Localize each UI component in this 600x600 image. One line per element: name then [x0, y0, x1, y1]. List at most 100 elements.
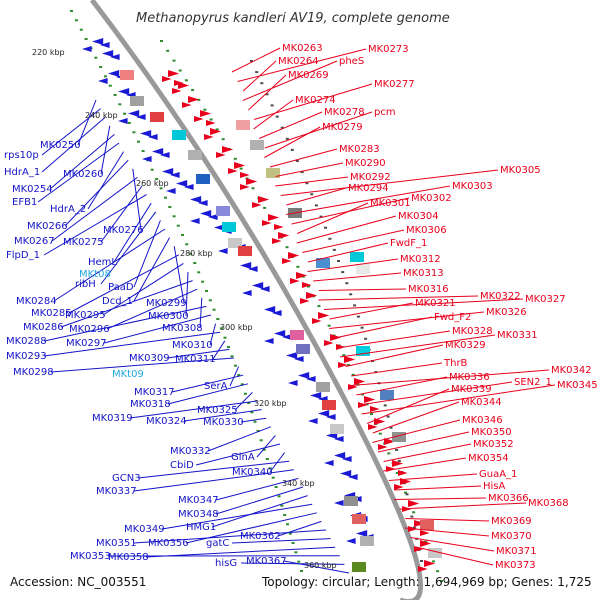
gene-label-left: MK0286	[23, 322, 64, 333]
gene-label-left: MK0351	[96, 538, 137, 549]
gene-label-left: CbiD	[170, 460, 194, 471]
gene-label-right: MK0342	[551, 365, 592, 376]
kbp-marker: 360 kbp	[304, 561, 337, 570]
kbp-marker: 300 kbp	[220, 323, 253, 332]
gene-label-right: GuaA_1	[479, 469, 517, 480]
kbp-marker: 280 kbp	[180, 249, 213, 258]
gene-label-left: SerA	[204, 381, 228, 392]
gene-label-right: MK0269	[288, 70, 329, 81]
gene-label-right: Fwd_F2	[434, 312, 471, 323]
gene-label-right: MK0373	[495, 560, 536, 571]
gene-label-left: GCN3	[112, 473, 141, 484]
gene-label-right: MK0322	[480, 291, 521, 302]
right-leader-lines	[231, 47, 556, 566]
gene-label-right: MK0294	[348, 183, 389, 194]
gene-label-left: MK0295	[65, 310, 106, 321]
gene-label-left: MK0319	[92, 413, 133, 424]
gene-label-right: MK0303	[452, 181, 493, 192]
gene-label-left: hisG	[215, 558, 237, 569]
gene-label-right: MK0312	[400, 254, 441, 265]
gene-label-left: MK0353	[70, 551, 111, 562]
gene-label-left: MK0310	[172, 340, 213, 351]
gene-label-right: MK0305	[500, 165, 541, 176]
gene-features	[82, 38, 442, 572]
gene-label-left: rps10p	[4, 150, 39, 161]
gene-label-left: GlnA	[231, 452, 255, 463]
gene-label-left: MK0300	[148, 311, 189, 322]
kbp-markers: 220 kbp 240 kbp 260 kbp 280 kbp 300 kbp 320 k…	[32, 48, 337, 570]
gene-label-left: MK0349	[124, 524, 165, 535]
gene-label-right: MK0277	[374, 79, 415, 90]
gene-label-right: MK0327	[525, 294, 566, 305]
gene-label-right: MK0274	[295, 95, 336, 106]
gene-label-left: HemL	[88, 257, 117, 268]
gene-label-right: MK0369	[491, 516, 532, 527]
gene-label-left: MK0324	[146, 416, 187, 427]
gene-label-right: MK0326	[486, 307, 527, 318]
gene-label-left: MK0340	[232, 467, 273, 478]
gene-label-left: MK0285	[31, 308, 72, 319]
gene-label-left: MK0362	[240, 531, 281, 542]
gene-label-right: MK0273	[368, 44, 409, 55]
gene-label-right: MK0316	[408, 284, 449, 295]
gene-label-left: MK0337	[96, 486, 137, 497]
gene-label-right: MK0368	[528, 498, 569, 509]
gene-label-left: MK0325	[197, 405, 238, 416]
gene-label-left: gatC	[206, 538, 229, 549]
gene-label-right: MK0366	[488, 493, 529, 504]
gene-label-right: MK0328	[452, 326, 493, 337]
gene-label-right: SEN2_1	[514, 377, 552, 388]
kbp-marker: 340 kbp	[282, 479, 315, 488]
gene-label-right: MK0344	[461, 397, 502, 408]
gene-label-right: MK0292	[350, 172, 391, 183]
gene-label-right: MK0321	[415, 298, 456, 309]
gene-label-left: HdrA_1	[4, 167, 40, 178]
gene-label-right: MK0350	[471, 427, 512, 438]
gene-label-left: MK0347	[178, 495, 219, 506]
accession-text: Accession: NC_003551	[10, 575, 146, 589]
gene-label-left: MK0254	[12, 184, 53, 195]
gene-label-left: EFB1	[12, 197, 37, 208]
gene-label-left: ribH	[75, 279, 96, 290]
gene-label-right: MK0371	[496, 546, 537, 557]
gene-label-right: MK0306	[406, 225, 447, 236]
gene-label-right: MK0264	[278, 56, 319, 67]
gene-label-right: MK0336	[449, 372, 490, 383]
gene-label-left: MK0298	[13, 367, 54, 378]
gene-label-right: MK0352	[473, 439, 514, 450]
rna-label: MKt09	[112, 369, 144, 380]
gene-label-left: MK0367	[246, 556, 287, 567]
gene-label-right: MK0345	[557, 380, 598, 391]
gene-label-left: MK0288	[6, 336, 47, 347]
rna-label: MKt08	[79, 269, 111, 280]
gene-label-right: MK0278	[324, 107, 365, 118]
gene-label-left: MK0250	[40, 140, 81, 151]
gene-label-right: MK0370	[491, 531, 532, 542]
gene-label-right: pheS	[339, 56, 364, 67]
left-leader-lines	[37, 99, 350, 574]
gene-label-right: MK0302	[411, 193, 452, 204]
gene-label-left: MK0284	[16, 296, 57, 307]
kbp-marker: 260 kbp	[136, 179, 169, 188]
gene-label-right: MK0279	[322, 122, 363, 133]
gene-label-left: MK0308	[162, 323, 203, 334]
gene-label-right: MK0263	[282, 43, 323, 54]
gene-label-left: MK0358	[108, 552, 149, 563]
gene-label-right: MK0290	[345, 158, 386, 169]
summary-text: Topology: circular; Length: 1,694,969 bp…	[261, 575, 592, 589]
gene-label-left: MK0296	[69, 324, 110, 335]
gene-label-left: MK0266	[27, 221, 68, 232]
gene-label-left: MK0311	[175, 354, 216, 365]
gene-label-left: MK0260	[63, 169, 104, 180]
gene-label-right: FwdF_1	[390, 238, 427, 249]
gene-label-left: Dcd_1	[102, 296, 133, 307]
gene-label-left: PaaD	[108, 282, 134, 293]
gene-label-left: MK0297	[66, 338, 107, 349]
gene-label-right: MK0301	[370, 198, 411, 209]
gene-label-left: MK0317	[134, 387, 175, 398]
kbp-marker: 320 kbp	[254, 399, 287, 408]
gene-label-right: ThrB	[443, 358, 468, 369]
gene-label-left: MK0348	[178, 509, 219, 520]
gene-label-left: MK0276	[103, 225, 144, 236]
